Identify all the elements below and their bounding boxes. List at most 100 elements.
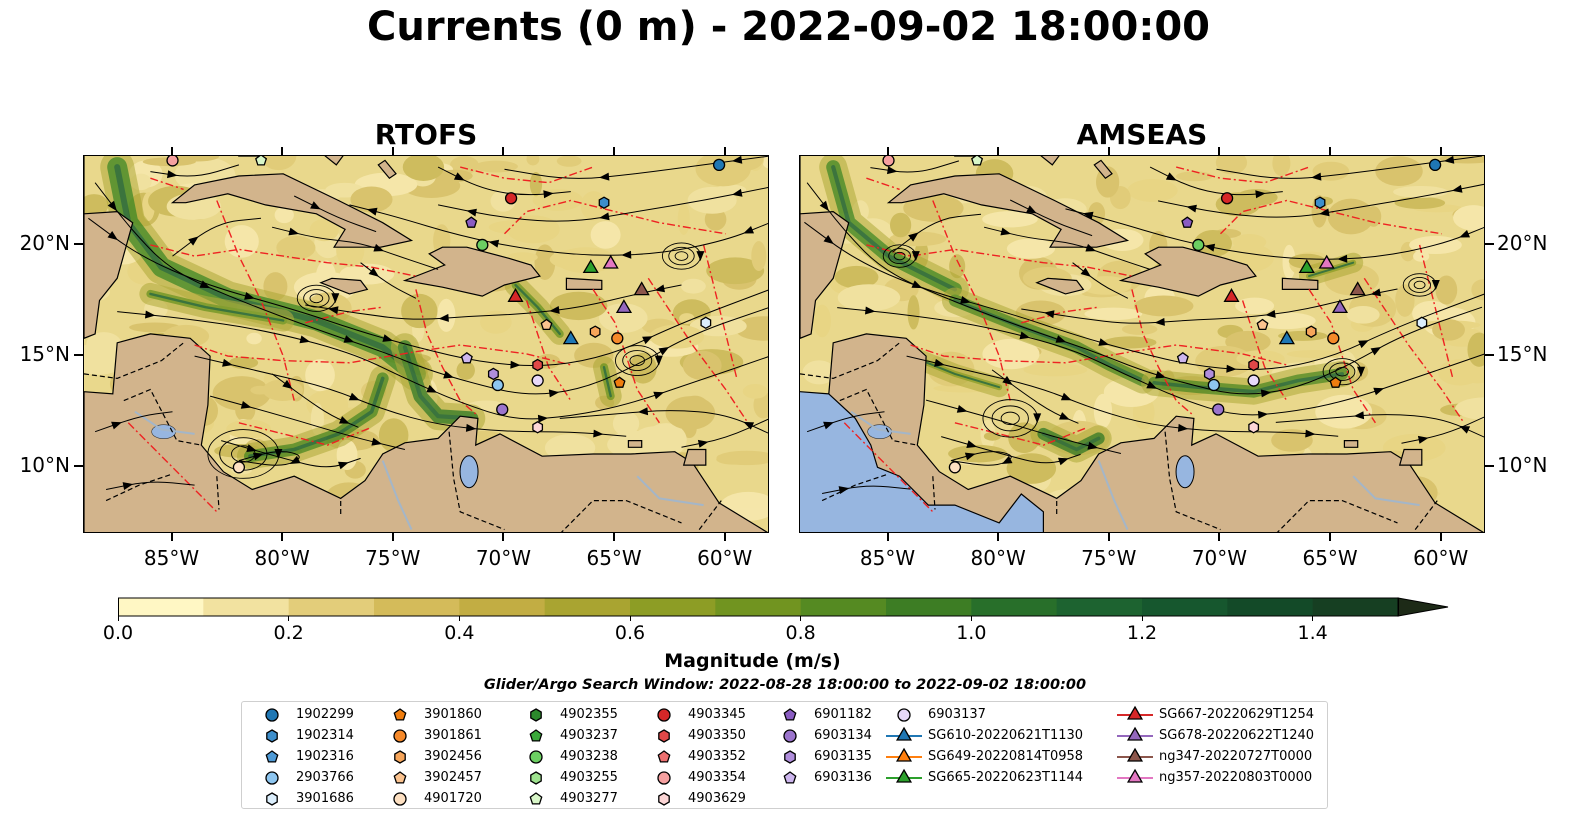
legend-marker-icon [657,771,671,785]
streamline-arrow [621,250,632,259]
streamline-arrow [1255,190,1266,199]
legend-marker-icon [393,771,407,784]
speed-patch [742,383,768,399]
lat-tick-mark [1485,242,1494,245]
float-4903238 [476,238,489,252]
float-6903134 [496,403,509,416]
eddy-contour [303,289,330,308]
colorbar-extend-arrow [1397,597,1449,617]
legend-label: 6901182 [814,707,872,722]
colorbar-label: Magnitude (m/s) [664,650,841,672]
land-margarita [627,440,643,448]
streamline-arrow [537,414,549,423]
speed-patch [1175,171,1213,182]
streamline-arrow [107,200,117,212]
float-6901182 [465,216,478,228]
float-1902299 [1428,158,1442,172]
legend-item: 4903345 [644,705,864,725]
legend-item: SG610-20220621T1130 [884,726,1104,746]
land-centralAmerica [84,333,768,532]
legend-label: 3902456 [424,749,482,764]
streamline-arrow [1154,317,1165,326]
streamline-arrow [642,336,653,345]
float-3902457 [540,318,553,331]
country-border [800,342,900,380]
lon-tick-mark [723,533,726,541]
speed-patch [837,284,901,312]
colorbar-segment [630,598,716,616]
pentagon-marker [265,750,279,763]
legend-item: ng357-20220803T0000 [1115,768,1335,788]
pentagon-marker [529,729,543,742]
country-border [1164,431,1221,531]
colorbar-tick-mark [970,616,972,621]
speed-patch [480,310,512,334]
country-border [821,473,889,502]
legend-marker-icon [657,750,671,763]
lon-tick-mark [723,147,726,155]
gliders [1223,254,1366,345]
hexagon-marker [394,750,406,764]
colorbar-segment [118,598,204,616]
streamline-arrow [1373,387,1385,396]
speed-patch [1134,295,1194,317]
streamline-arrow [167,170,178,179]
legend-label: 4903352 [688,749,746,764]
map-amseas[interactable] [799,155,1485,533]
legend-item: 6903136 [770,768,990,788]
streamline-arrow [697,439,709,448]
map-rtofs[interactable] [83,155,769,533]
land-trinidad [682,448,707,466]
legend-label: 6903135 [814,749,872,764]
legend: 1902299 1902314 1902316 2903766 3901686 39018… [241,701,1328,809]
speed-patch [1225,330,1271,353]
streamline-arrow [1370,347,1382,356]
colorbar-tick-mark [288,616,290,621]
lat-tick-mark [74,465,83,468]
legend-marker-icon [658,729,670,743]
streamline-arrow [274,449,283,459]
glider-SG610-20220621T1130 [1278,330,1295,345]
legend-label: 1902314 [296,728,354,743]
legend-marker-icon [886,768,922,783]
streamline-arrow [343,335,355,343]
streamline-arrow [107,231,118,241]
colorbar-tick-label: 0.8 [785,622,816,644]
lon-tick-mark [1107,147,1110,155]
streamline-arrow [443,370,454,379]
pentagon-marker [657,750,671,763]
colorbar-segment [1056,598,1143,616]
streamline-arrow [1155,370,1166,379]
speed-patch [1103,336,1157,349]
streamline-arrow [1060,392,1072,401]
glider-SG610-20220621T1130 [562,330,579,345]
lake-maracaibo [1175,455,1195,489]
legend-label: SG665-20220623T1144 [928,770,1084,785]
streamline-arrow [658,347,670,356]
legend-item: 3901860 [380,705,600,725]
legend-label: SG667-20220629T1254 [1159,707,1315,722]
legend-item: 1902316 [252,747,472,767]
streamline [806,182,1483,395]
page-title: Currents (0 m) - 2022-09-02 18:00:00 [367,4,1210,50]
eez-boundary [866,244,1133,277]
hexagon-marker [784,750,796,764]
speed-patch [1255,312,1316,330]
eez-boundary [460,166,594,184]
lon-tick-label: 80°W [254,546,310,570]
legend-marker-icon [886,747,922,762]
glider-SG678-20220622T1240 [1331,299,1349,314]
river [134,410,195,435]
legend-item: 4903350 [644,726,864,746]
streamline-arrow [338,461,349,470]
legend-item: 4903352 [644,747,864,767]
streamline-arrow [1001,455,1013,464]
float-4903345 [1220,192,1234,205]
streamline [221,440,361,468]
speed-patch [246,332,262,345]
eddy-contour [674,251,689,261]
streamline-arrow [743,421,755,430]
speed-patch [226,419,272,439]
speed-patch [456,360,475,380]
country-border [448,431,505,531]
